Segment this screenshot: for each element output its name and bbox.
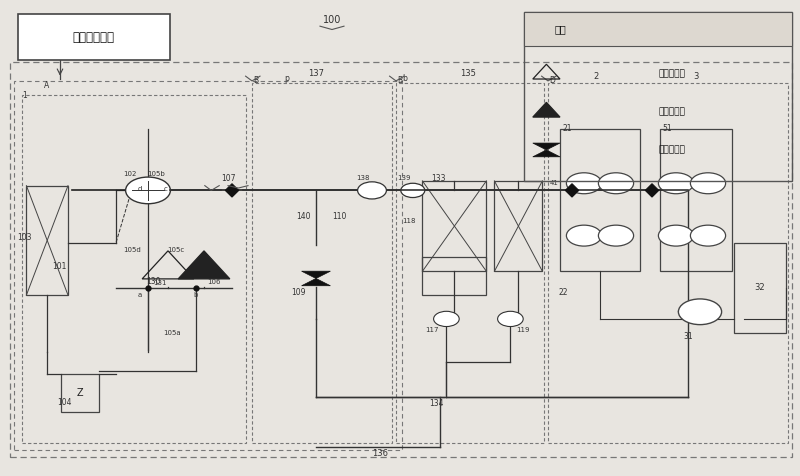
Text: 104: 104 [58, 398, 72, 407]
Bar [524, 12, 792, 181]
Text: 139: 139 [398, 176, 410, 181]
Bar [660, 129, 732, 271]
Text: 105b: 105b [147, 171, 165, 177]
Text: 101: 101 [52, 262, 66, 271]
Bar [734, 243, 786, 333]
Text: 130: 130 [146, 278, 161, 286]
Text: 图注: 图注 [554, 24, 566, 34]
Text: 136: 136 [372, 449, 388, 457]
Text: d: d [138, 186, 142, 192]
Polygon shape [302, 278, 330, 286]
Text: 加热主体运转: 加热主体运转 [73, 30, 114, 44]
Circle shape [690, 225, 726, 246]
Bar [422, 181, 486, 271]
Circle shape [401, 183, 425, 198]
Text: 135: 135 [460, 69, 476, 78]
Polygon shape [533, 102, 560, 117]
Bar [22, 95, 246, 443]
Text: 105a: 105a [163, 330, 181, 336]
Bar [10, 62, 792, 457]
Text: 105d: 105d [123, 247, 141, 253]
Text: 118: 118 [402, 218, 416, 224]
Text: A: A [44, 81, 50, 90]
Circle shape [126, 177, 170, 204]
Bar [252, 83, 392, 443]
Polygon shape [226, 184, 238, 197]
Bar [560, 129, 640, 271]
Text: 3: 3 [694, 72, 698, 80]
Text: 131: 131 [154, 280, 166, 286]
Polygon shape [178, 251, 230, 279]
Bar [494, 181, 542, 271]
Text: 134: 134 [429, 399, 443, 408]
Polygon shape [646, 184, 658, 197]
Text: 138: 138 [357, 176, 370, 181]
Text: 21: 21 [562, 124, 572, 133]
Text: 105c: 105c [167, 247, 185, 253]
Text: 1: 1 [22, 91, 27, 99]
Polygon shape [533, 150, 560, 157]
Polygon shape [566, 184, 578, 197]
Text: Z: Z [77, 387, 83, 398]
Text: p: p [284, 74, 289, 83]
Circle shape [358, 182, 386, 199]
Text: 117: 117 [426, 327, 438, 333]
Text: 119: 119 [516, 327, 530, 333]
Circle shape [498, 311, 523, 327]
Bar [548, 83, 788, 443]
Bar [14, 81, 402, 450]
Text: 137: 137 [308, 69, 324, 78]
Circle shape [658, 173, 694, 194]
Polygon shape [302, 271, 330, 278]
Text: B: B [254, 77, 258, 85]
Text: 电磁阀：闭: 电磁阀：闭 [658, 146, 686, 154]
Text: 103: 103 [18, 234, 32, 242]
Text: 133: 133 [431, 174, 446, 183]
Bar [524, 12, 792, 46]
Text: 32: 32 [754, 284, 766, 292]
Circle shape [598, 173, 634, 194]
Bar [422, 257, 486, 295]
Circle shape [678, 299, 722, 325]
Text: b: b [402, 74, 407, 83]
Bar [26, 186, 68, 295]
Text: 107: 107 [221, 174, 235, 183]
Text: 31: 31 [683, 332, 693, 341]
Text: B: B [398, 77, 402, 85]
Text: 22: 22 [558, 288, 568, 297]
Circle shape [690, 173, 726, 194]
Text: 100: 100 [323, 15, 341, 25]
Text: 110: 110 [332, 212, 346, 221]
Circle shape [566, 173, 602, 194]
Text: 106: 106 [208, 279, 221, 285]
Text: 102: 102 [123, 171, 136, 177]
Text: D: D [550, 77, 555, 85]
Polygon shape [533, 143, 560, 150]
Circle shape [434, 311, 459, 327]
Text: 2: 2 [594, 72, 598, 80]
Bar [396, 83, 544, 443]
Circle shape [658, 225, 694, 246]
Text: 51: 51 [662, 124, 672, 133]
Text: 41: 41 [550, 180, 558, 186]
Bar [61, 374, 99, 412]
Text: 止回阀：开: 止回阀：开 [658, 69, 686, 78]
Text: a: a [138, 292, 142, 298]
Circle shape [566, 225, 602, 246]
Text: 109: 109 [291, 288, 306, 297]
Text: c: c [164, 186, 167, 192]
Bar [18, 14, 170, 60]
Text: 140: 140 [296, 212, 310, 221]
Circle shape [598, 225, 634, 246]
Text: b: b [194, 292, 198, 298]
Text: 止回阀：闭: 止回阀：闭 [658, 108, 686, 116]
